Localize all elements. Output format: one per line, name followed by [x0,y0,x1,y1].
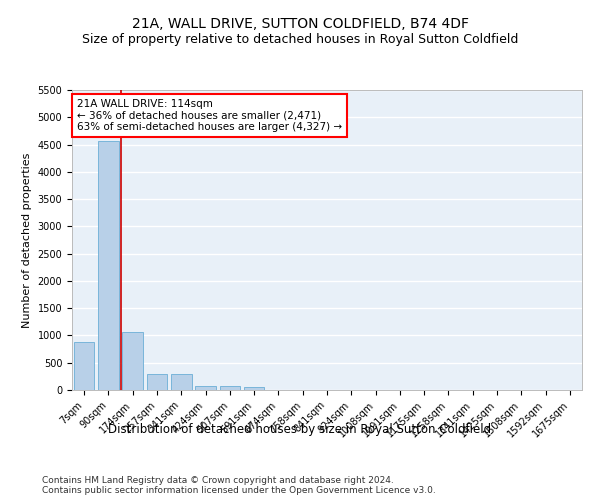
Y-axis label: Number of detached properties: Number of detached properties [22,152,32,328]
Bar [244,388,265,390]
Text: Distribution of detached houses by size in Royal Sutton Coldfield: Distribution of detached houses by size … [109,422,491,436]
Text: Size of property relative to detached houses in Royal Sutton Coldfield: Size of property relative to detached ho… [82,32,518,46]
Bar [122,332,143,390]
Text: 21A, WALL DRIVE, SUTTON COLDFIELD, B74 4DF: 21A, WALL DRIVE, SUTTON COLDFIELD, B74 4… [131,18,469,32]
Bar [74,342,94,390]
Text: 21A WALL DRIVE: 114sqm
← 36% of detached houses are smaller (2,471)
63% of semi-: 21A WALL DRIVE: 114sqm ← 36% of detached… [77,99,342,132]
Bar [195,386,216,390]
Bar [98,142,119,390]
Bar [220,386,240,390]
Text: Contains HM Land Registry data © Crown copyright and database right 2024.
Contai: Contains HM Land Registry data © Crown c… [42,476,436,495]
Bar [146,374,167,390]
Bar [171,374,191,390]
